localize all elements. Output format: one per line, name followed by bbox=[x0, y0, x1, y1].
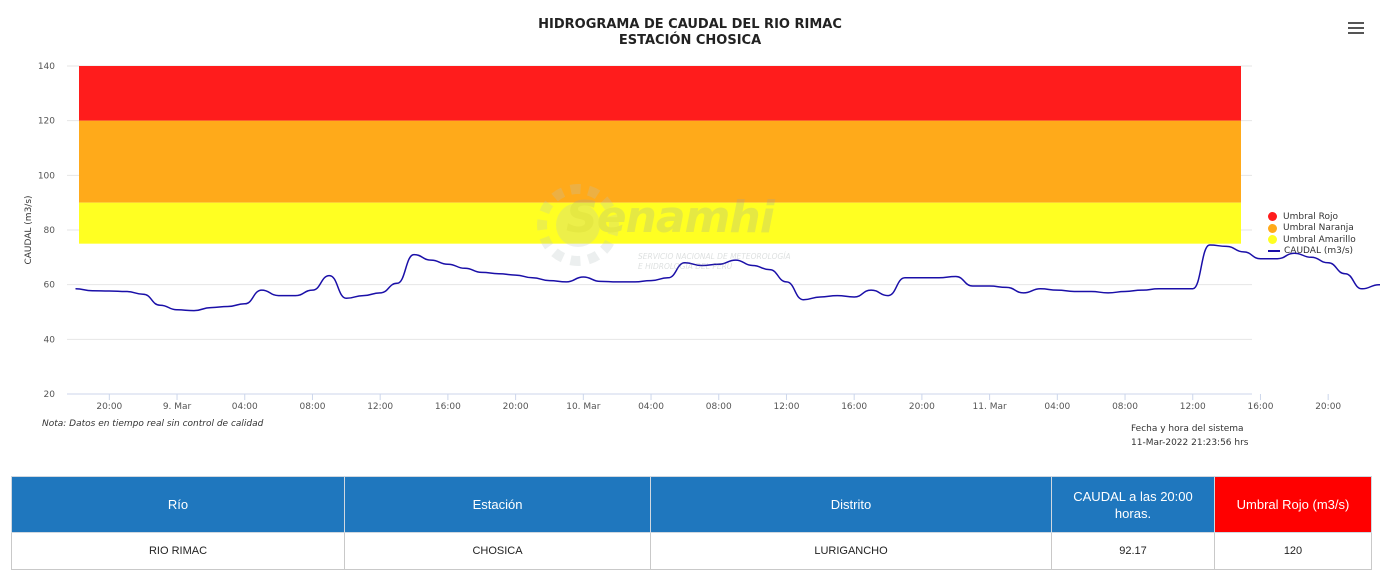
y-tick-label: 120 bbox=[38, 117, 55, 127]
data-quality-note: Nota: Datos en tiempo real sin control d… bbox=[42, 419, 264, 429]
x-tick-label: 20:00 bbox=[503, 402, 529, 412]
legend-swatch-rojo bbox=[1268, 212, 1277, 222]
station-summary-table: Río Estación Distrito CAUDAL a las 20:00… bbox=[11, 476, 1372, 570]
x-tick-label: 20:00 bbox=[96, 402, 122, 412]
legend-item-caudal[interactable]: CAUDAL (m3/s) bbox=[1268, 246, 1356, 258]
threshold-band-1 bbox=[79, 120, 1241, 203]
x-tick-label: 08:00 bbox=[1112, 402, 1138, 412]
legend-label-rojo: Umbral Rojo bbox=[1283, 211, 1339, 222]
x-tick-label: 20:00 bbox=[909, 402, 935, 412]
threshold-band-2 bbox=[79, 202, 1241, 244]
x-tick-label: 10. Mar bbox=[566, 402, 600, 412]
y-tick-label: 40 bbox=[44, 335, 56, 345]
x-tick-label: 12:00 bbox=[1180, 402, 1206, 412]
header-caudal: CAUDAL a las 20:00 horas. bbox=[1051, 476, 1215, 533]
y-tick-label: 100 bbox=[38, 171, 55, 181]
y-tick-label: 140 bbox=[38, 62, 55, 72]
chart-legend: Umbral Rojo Umbral Naranja Umbral Amaril… bbox=[1268, 211, 1356, 257]
threshold-band-0 bbox=[79, 66, 1241, 121]
chart-subtitle: ESTACIÓN CHOSICA bbox=[618, 33, 762, 48]
x-tick-label: 08:00 bbox=[299, 402, 325, 412]
x-tick-label: 04:00 bbox=[232, 402, 258, 412]
chart-plot: 20 40 60 80 100 120 140 CAUDAL (m3/s) 20:00 9. Ma… bbox=[24, 62, 1380, 412]
x-tick-label: 08:00 bbox=[706, 402, 732, 412]
x-tick-label: 9. Mar bbox=[163, 402, 192, 412]
x-tick-label: 16:00 bbox=[435, 402, 461, 412]
x-tick-label: 11. Mar bbox=[973, 402, 1007, 412]
x-tick-label: 20:00 bbox=[1315, 402, 1341, 412]
table-row: RIO RIMAC CHOSICA LURIGANCHO 92.17 120 bbox=[11, 532, 1372, 570]
x-tick-label: 16:00 bbox=[841, 402, 867, 412]
cell-caudal: 92.17 bbox=[1051, 532, 1215, 570]
legend-swatch-caudal bbox=[1268, 250, 1280, 253]
cell-umbral-rojo: 120 bbox=[1214, 532, 1372, 570]
legend-label-amarillo: Umbral Amarillo bbox=[1283, 234, 1356, 245]
header-umbral-rojo: Umbral Rojo (m3/s) bbox=[1214, 476, 1372, 533]
table-header-row: Río Estación Distrito CAUDAL a las 20:00… bbox=[11, 476, 1372, 533]
x-tick-label: 12:00 bbox=[773, 402, 799, 412]
legend-label-caudal: CAUDAL (m3/s) bbox=[1284, 246, 1354, 257]
y-tick-label: 20 bbox=[44, 390, 56, 400]
chart-menu-icon[interactable] bbox=[1346, 20, 1366, 36]
series-line-caudal bbox=[75, 244, 1380, 312]
x-tick-label: 12:00 bbox=[367, 402, 393, 412]
cell-estacion: CHOSICA bbox=[344, 532, 651, 570]
legend-item-rojo[interactable]: Umbral Rojo bbox=[1268, 211, 1356, 223]
chart-title: HIDROGRAMA DE CAUDAL DEL RIO RIMAC bbox=[538, 17, 842, 32]
cell-rio: RIO RIMAC bbox=[11, 532, 345, 570]
y-tick-label: 60 bbox=[44, 281, 56, 291]
legend-item-naranja[interactable]: Umbral Naranja bbox=[1268, 223, 1356, 235]
x-tick-label: 16:00 bbox=[1247, 402, 1273, 412]
x-tick-label: 04:00 bbox=[638, 402, 664, 412]
cell-distrito: LURIGANCHO bbox=[650, 532, 1052, 570]
header-rio: Río bbox=[11, 476, 345, 533]
system-time-label: Fecha y hora del sistema bbox=[1131, 424, 1244, 434]
legend-swatch-amarillo bbox=[1268, 235, 1277, 245]
y-tick-label: 80 bbox=[44, 226, 56, 236]
legend-label-naranja: Umbral Naranja bbox=[1283, 223, 1354, 234]
header-estacion: Estación bbox=[344, 476, 651, 533]
y-axis-label: CAUDAL (m3/s) bbox=[24, 195, 34, 264]
x-tick-label: 04:00 bbox=[1044, 402, 1070, 412]
legend-item-amarillo[interactable]: Umbral Amarillo bbox=[1268, 234, 1356, 246]
system-time-value: 11-Mar-2022 21:23:56 hrs bbox=[1131, 438, 1249, 448]
legend-swatch-naranja bbox=[1268, 223, 1277, 233]
hydrograph-chart: HIDROGRAMA DE CAUDAL DEL RIO RIMAC ESTAC… bbox=[24, 17, 1380, 448]
header-distrito: Distrito bbox=[650, 476, 1052, 533]
